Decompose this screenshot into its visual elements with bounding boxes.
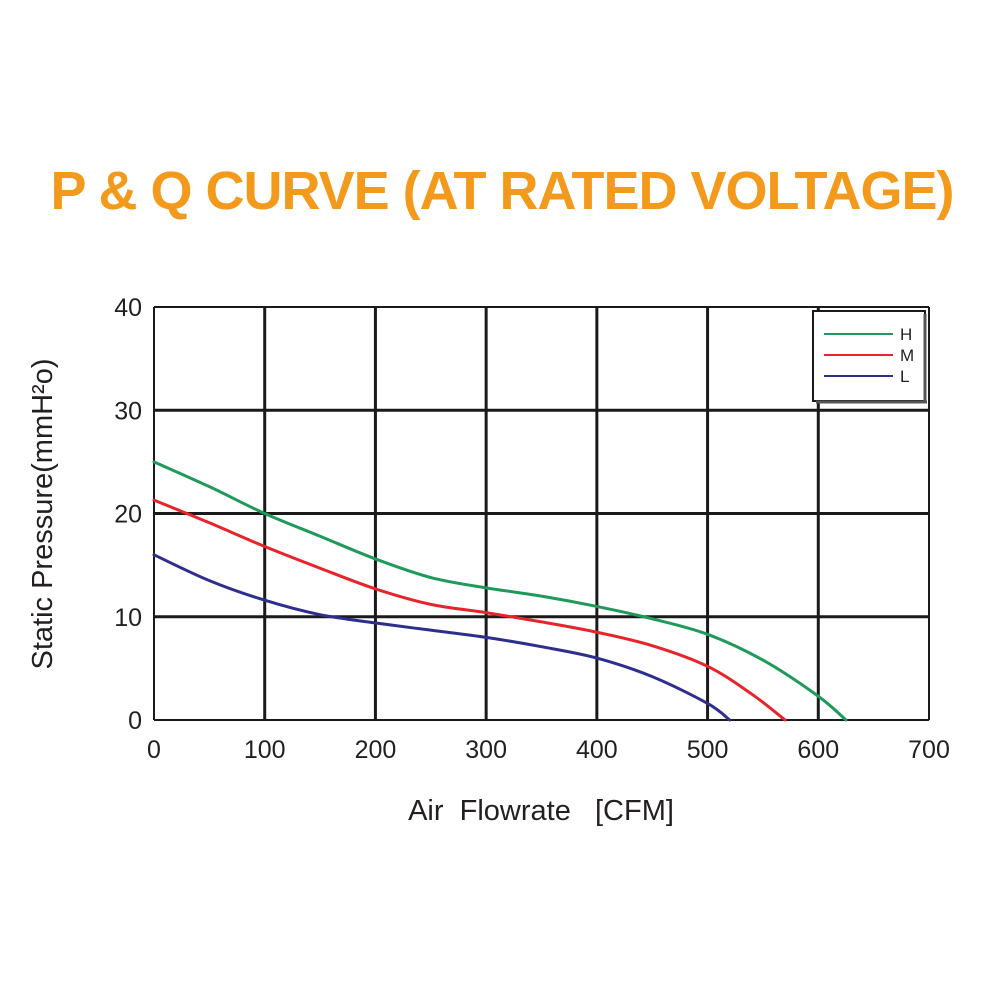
- series-lines: [152, 460, 848, 722]
- y-tick-label-30: 30: [114, 397, 142, 425]
- x-tick-label-100: 100: [244, 736, 286, 764]
- legend-label-l: L: [900, 367, 909, 386]
- series-line-h: [152, 460, 848, 722]
- x-tick-label-200: 200: [355, 736, 397, 764]
- legend-label-h: H: [900, 325, 912, 344]
- y-tick-label-10: 10: [114, 604, 142, 632]
- x-tick-label-0: 0: [147, 736, 161, 764]
- x-axis-label: Air Flowrate [CFM]: [408, 795, 674, 827]
- legend: HML: [812, 310, 927, 404]
- chart-title: P & Q CURVE (AT RATED VOLTAGE): [50, 161, 954, 221]
- x-tick-label-500: 500: [687, 736, 729, 764]
- series-line-l: [152, 553, 732, 722]
- y-tick-label-0: 0: [128, 707, 142, 735]
- x-tick-label-700: 700: [908, 736, 950, 764]
- x-tick-label-600: 600: [797, 736, 839, 764]
- series-line-m: [152, 498, 787, 722]
- y-axis-label: Static Pressure(mmH²o): [27, 359, 59, 670]
- tick-labels: 0 100 200 300 400 500 600 700 0 10 20 30 40: [114, 294, 950, 764]
- x-tick-label-400: 400: [576, 736, 618, 764]
- x-tick-label-300: 300: [465, 736, 507, 764]
- y-tick-label-20: 20: [114, 501, 142, 529]
- y-tick-label-40: 40: [114, 294, 142, 322]
- legend-label-m: M: [900, 346, 914, 365]
